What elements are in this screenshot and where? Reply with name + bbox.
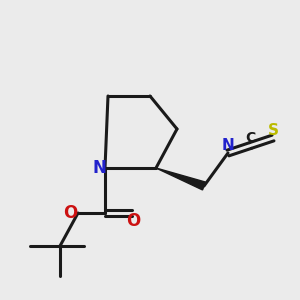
Polygon shape: [156, 168, 206, 190]
Text: S: S: [268, 123, 278, 138]
Text: O: O: [126, 212, 141, 230]
Text: C: C: [245, 131, 256, 145]
Text: N: N: [93, 159, 106, 177]
Text: N: N: [222, 138, 234, 153]
Text: O: O: [63, 204, 78, 222]
